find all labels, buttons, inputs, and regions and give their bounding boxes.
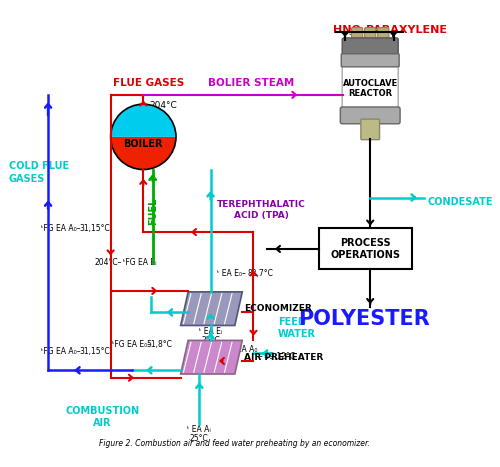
Text: ECONOMIZER: ECONOMIZER	[244, 304, 312, 313]
Text: COMBUSTION
AIR: COMBUSTION AIR	[65, 406, 140, 428]
Text: 31,15°C: 31,15°C	[80, 224, 110, 233]
Text: HNO: HNO	[333, 25, 360, 35]
Text: FEED
WATER: FEED WATER	[278, 317, 316, 340]
Text: ᵗ EA A₀: ᵗ EA A₀	[232, 345, 257, 354]
FancyBboxPatch shape	[342, 38, 398, 57]
Text: – 49,12°C: – 49,12°C	[259, 352, 295, 361]
Text: PROCESS
OPERATIONS: PROCESS OPERATIONS	[330, 238, 400, 260]
Text: ᵗFG EA Eᵢ: ᵗFG EA Eᵢ	[123, 258, 156, 268]
FancyBboxPatch shape	[319, 228, 412, 269]
Text: 31,15°C: 31,15°C	[80, 347, 110, 356]
FancyBboxPatch shape	[361, 119, 380, 140]
FancyBboxPatch shape	[378, 28, 389, 42]
Text: FLUE GASES: FLUE GASES	[114, 78, 184, 88]
Text: FUEL: FUEL	[148, 198, 158, 225]
Circle shape	[110, 103, 177, 170]
Text: AUTOCLAVE
REACTOR: AUTOCLAVE REACTOR	[342, 78, 398, 98]
Text: ᵗFG EA A₀–: ᵗFG EA A₀–	[40, 224, 80, 233]
Text: COLD FLUE
GASES: COLD FLUE GASES	[9, 161, 69, 184]
Text: TEREPHTHALATIC
ACID (TPA): TEREPHTHALATIC ACID (TPA)	[216, 199, 306, 220]
Polygon shape	[180, 292, 242, 325]
Text: 25°C: 25°C	[190, 434, 208, 443]
Text: POLYESTER: POLYESTER	[298, 309, 430, 329]
Text: AIR PREHEATER: AIR PREHEATER	[244, 353, 324, 362]
Text: PARAXYLENE: PARAXYLENE	[366, 25, 446, 35]
Text: 82,7°C: 82,7°C	[248, 269, 274, 278]
Text: BOILER: BOILER	[124, 139, 163, 149]
Text: 3: 3	[348, 28, 354, 36]
Text: 25°C: 25°C	[201, 336, 220, 345]
Text: ᵗ EA E₀–: ᵗ EA E₀–	[217, 269, 246, 278]
Text: 51,8°C: 51,8°C	[146, 340, 172, 349]
Text: Figure 2. Combustion air and feed water preheating by an economizer.: Figure 2. Combustion air and feed water …	[100, 439, 370, 448]
Text: BOLIER STEAM: BOLIER STEAM	[208, 78, 294, 88]
FancyBboxPatch shape	[352, 28, 362, 42]
FancyBboxPatch shape	[342, 54, 399, 67]
Polygon shape	[180, 340, 242, 374]
Wedge shape	[110, 104, 176, 137]
Text: 204°C–: 204°C–	[95, 258, 122, 268]
Text: ᵗFG EA A₀–: ᵗFG EA A₀–	[40, 347, 80, 356]
Text: ᵗ EA Eᵢ: ᵗ EA Eᵢ	[199, 326, 222, 336]
FancyBboxPatch shape	[364, 28, 376, 42]
Text: CONDESATE: CONDESATE	[427, 197, 492, 207]
FancyBboxPatch shape	[340, 107, 400, 124]
FancyBboxPatch shape	[342, 62, 398, 113]
Wedge shape	[110, 137, 176, 170]
Text: ᵗFG EA E₀–: ᵗFG EA E₀–	[112, 340, 150, 349]
Text: 204°C: 204°C	[149, 100, 176, 110]
Text: ᵗ EA Aᵢ: ᵗ EA Aᵢ	[188, 425, 211, 434]
